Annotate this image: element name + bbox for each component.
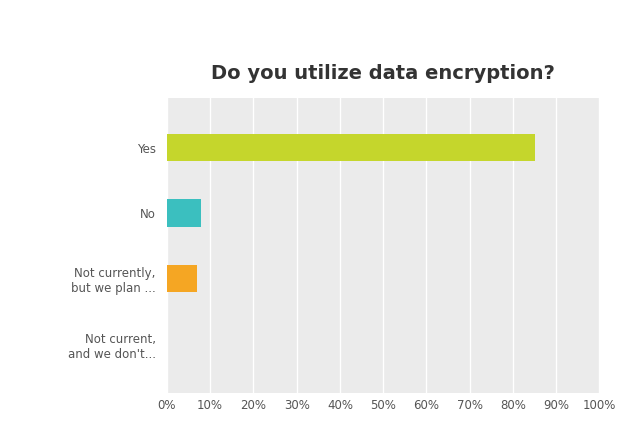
Bar <box>167 199 201 227</box>
Bar <box>167 134 535 161</box>
Title: Do you utilize data encryption?: Do you utilize data encryption? <box>211 64 555 83</box>
Bar <box>167 265 197 292</box>
